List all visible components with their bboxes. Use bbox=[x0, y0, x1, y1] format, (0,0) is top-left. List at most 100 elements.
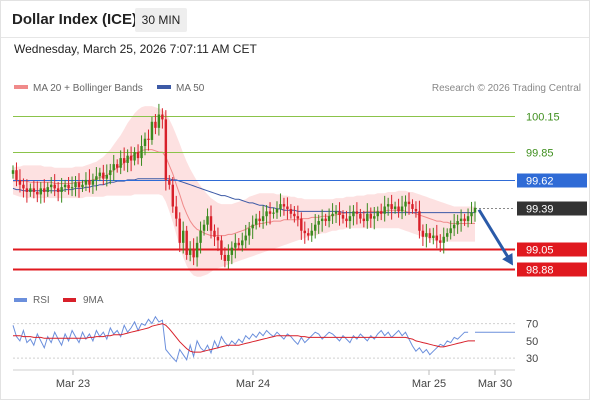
candle-body bbox=[105, 175, 109, 179]
candle-body bbox=[56, 188, 60, 192]
candle-body bbox=[98, 172, 102, 177]
rsi-legend-swatch bbox=[14, 298, 27, 302]
candle-body bbox=[327, 216, 331, 222]
rsi-ma-legend-swatch bbox=[63, 298, 76, 302]
candle-body bbox=[390, 204, 393, 209]
candle-body bbox=[223, 254, 227, 261]
candle-body bbox=[244, 235, 247, 241]
candle-body bbox=[63, 184, 67, 188]
copyright-label: Research © 2026 Trading Central bbox=[432, 83, 581, 94]
candle-body bbox=[348, 216, 352, 222]
candle-body bbox=[185, 230, 188, 255]
candle-body bbox=[22, 184, 25, 189]
candle-body bbox=[133, 152, 136, 161]
pivot-label: 99.62 bbox=[526, 176, 554, 188]
candle-body bbox=[355, 211, 359, 214]
candle-body bbox=[122, 158, 126, 163]
time-axis-label: Mar 24 bbox=[236, 378, 270, 390]
candle-body bbox=[393, 206, 397, 209]
candle-body bbox=[237, 242, 241, 246]
support-tag bbox=[517, 262, 587, 277]
candle-body bbox=[341, 215, 345, 219]
rsi-ma-legend-label: 9MA bbox=[83, 295, 104, 306]
support-label: 98.88 bbox=[526, 265, 554, 277]
candle-body bbox=[74, 182, 77, 188]
candle-body bbox=[449, 228, 452, 234]
candle-body bbox=[313, 224, 317, 231]
rsi-ma-line bbox=[13, 323, 475, 353]
candle-body bbox=[60, 187, 63, 192]
candle-body bbox=[338, 211, 341, 215]
candle-body bbox=[171, 184, 175, 207]
candle-body bbox=[39, 188, 43, 195]
candle-body bbox=[129, 155, 133, 161]
candle-body bbox=[213, 230, 216, 237]
candle-body bbox=[112, 164, 115, 171]
time-axis-label: Mar 23 bbox=[56, 378, 90, 390]
candle-body bbox=[320, 218, 324, 222]
candle-body bbox=[143, 138, 147, 146]
time-axis-label: Mar 25 bbox=[412, 378, 446, 390]
candle-body bbox=[147, 138, 150, 140]
candle-body bbox=[53, 184, 56, 189]
candle-body bbox=[317, 221, 320, 225]
candle-body bbox=[95, 176, 98, 180]
candle-body bbox=[209, 216, 213, 231]
candle-body bbox=[300, 218, 303, 231]
candle-body bbox=[157, 114, 161, 128]
candle-body bbox=[452, 224, 456, 229]
last-label: 99.39 bbox=[526, 204, 554, 216]
candle-body bbox=[216, 236, 220, 241]
candle-body bbox=[369, 213, 373, 219]
candle-body bbox=[473, 207, 477, 213]
candle-body bbox=[206, 216, 209, 225]
candle-body bbox=[150, 121, 154, 140]
rsi-tick-label: 50 bbox=[526, 336, 538, 348]
candle-body bbox=[234, 242, 237, 248]
candle-body bbox=[383, 206, 386, 214]
time-axis: Mar 23 Mar 24 Mar 25 Mar 30 bbox=[13, 369, 515, 390]
candle-body bbox=[425, 233, 428, 237]
candle-body bbox=[241, 240, 244, 246]
candle-body bbox=[265, 211, 268, 217]
legend-ma50-swatch bbox=[157, 85, 171, 89]
candle-body bbox=[230, 247, 234, 255]
candle-body bbox=[345, 218, 348, 222]
resistance-label: 100.15 bbox=[526, 112, 560, 124]
candle-body bbox=[77, 182, 81, 188]
legend-bollinger-swatch bbox=[14, 85, 28, 89]
candle-body bbox=[404, 201, 407, 207]
candle-body bbox=[227, 254, 230, 261]
candle-body bbox=[25, 188, 29, 192]
candle-body bbox=[352, 211, 355, 217]
candle-body bbox=[261, 216, 265, 222]
candle-body bbox=[109, 170, 112, 176]
candle-body bbox=[303, 230, 307, 234]
candle-body bbox=[115, 164, 119, 168]
candle-body bbox=[445, 233, 449, 237]
rsi-legend-label: RSI bbox=[33, 295, 50, 306]
candle-body bbox=[397, 206, 400, 212]
candle-body bbox=[324, 218, 327, 222]
rsi-line bbox=[12, 315, 469, 363]
candle-body bbox=[407, 201, 411, 205]
candle-body bbox=[268, 211, 272, 214]
candle-body bbox=[400, 206, 404, 212]
candle-body bbox=[247, 228, 251, 236]
candle-body bbox=[279, 204, 282, 209]
candle-body bbox=[459, 218, 463, 222]
candle-body bbox=[70, 187, 74, 189]
datetime-label: Wednesday, March 25, 2026 7:07:11 AM CET bbox=[14, 42, 257, 56]
candle-body bbox=[293, 213, 296, 217]
candle-body bbox=[43, 188, 46, 192]
timeframe-badge[interactable]: 30 MIN bbox=[135, 8, 187, 32]
candle-body bbox=[310, 230, 313, 236]
candle-body bbox=[32, 188, 36, 192]
candle-body bbox=[379, 211, 383, 214]
candle-body bbox=[373, 216, 376, 219]
rsi-tick-label: 30 bbox=[526, 353, 538, 365]
candle-body bbox=[15, 170, 18, 180]
candle-body bbox=[46, 187, 49, 192]
